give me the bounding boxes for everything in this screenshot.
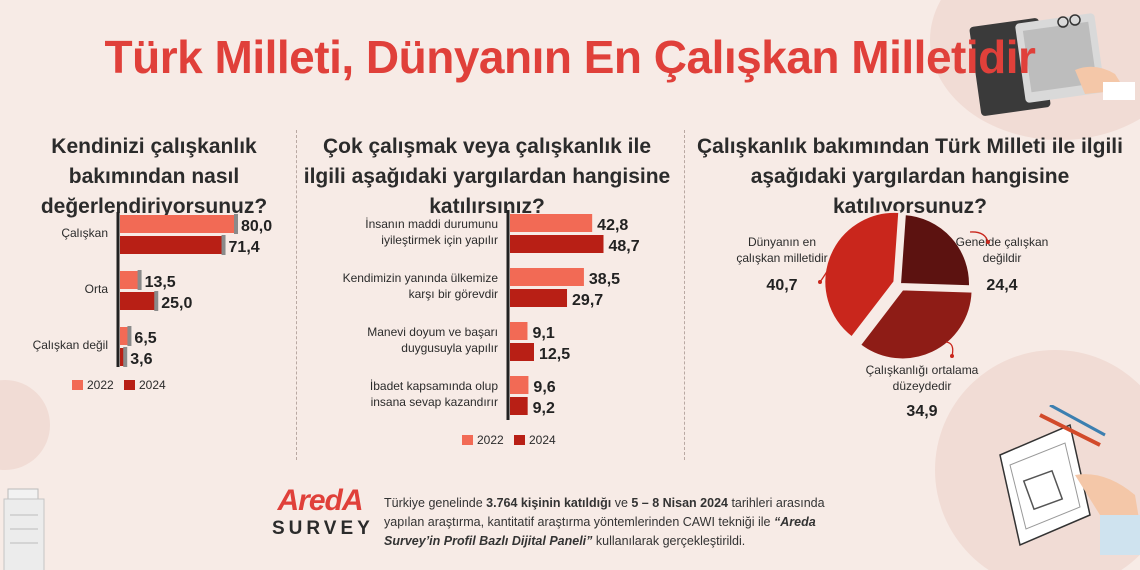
data-label: 71,4 [229,239,260,256]
category-label: insana sevap kazandırır [371,395,498,409]
bar-2024 [510,343,534,361]
pie-slice [898,213,971,288]
pie-slice-value: 34,9 [906,403,937,420]
category-label: duygusuyla yapılır [401,341,498,355]
category-label: Kendimizin yanında ülkemize [343,271,499,285]
data-label: 9,2 [533,400,555,417]
bar-end-cap [234,214,238,234]
printer-illustration-icon [3,488,45,570]
pie-slice-label: Dünyanın en [748,235,816,249]
bar-end-cap [123,347,128,367]
legend-swatch-2022 [462,435,473,445]
data-label: 12,5 [539,346,570,363]
category-label: Çalışkan [61,226,108,240]
legend-label-2024: 2024 [529,433,556,447]
data-label: 80,0 [241,218,272,235]
logo-wordmark: AredA [277,484,363,517]
areda-survey-logo: AredA SURVEY [272,484,374,548]
category-label: karşı bir görevdir [409,287,498,301]
bar-2022 [510,268,584,286]
footer-panel-name: “Areda Survey’in Profil Bazlı Dijital Pa… [384,515,816,548]
laptop-illustration-icon [969,13,1135,116]
pie-slice-label: Çalışkanlığı ortalama [866,363,979,377]
pie-callout-arrow [819,259,833,283]
footer-text-3: tarihleri arasında yapılan araştırma, ka… [384,496,825,529]
divider-right [684,130,685,460]
category-label: iyileştirmek için yapılır [381,233,498,247]
logo-subtitle: SURVEY [272,518,374,539]
footer-text-4: kullanılarak gerçekleştirildi. [592,534,746,548]
bar-2024 [510,289,568,307]
bar-2024 [510,397,528,415]
data-label: 29,7 [572,292,603,309]
footer-participant-count: 3.764 kişinin katıldığı [486,496,612,510]
bar-2024 [120,236,224,254]
pie-slice-label: Genelde çalışkan [956,235,1049,249]
bar-2022 [120,215,236,233]
pie-slice-label: çalışkan milletidir [736,251,827,265]
bar-2022 [510,322,528,340]
data-label: 9,1 [532,325,554,342]
bar-2024 [120,292,157,310]
legend-label-2024: 2024 [139,378,166,392]
footer-date-range: 5 – 8 Nisan 2024 [631,496,728,510]
category-label: İbadet kapsamında olup [370,379,498,393]
chart2-bar-chart: İnsanın maddi durumunu iyileştirmek için … [343,210,640,447]
data-label: 3,6 [130,351,152,368]
legend-label-2022: 2022 [87,378,114,392]
data-label: 25,0 [161,295,192,312]
divider-left [296,130,297,460]
bar-2022 [120,327,130,345]
bar-end-cap [137,270,142,290]
footer-text-2: ve [611,496,632,510]
bar-2022 [510,376,529,394]
chart3-pie-chart: Genelde çalışkan değildir 24,4 Çalışkanlığı… [736,210,1049,420]
bar-end-cap [127,326,132,346]
legend-swatch-2024 [514,435,525,445]
footer-methodology-text: Türkiye genelinde 3.764 kişinin katıldığ… [384,494,834,551]
pie-slice [858,288,974,361]
legend-swatch-2022 [72,380,83,390]
bar-2024 [120,348,126,366]
legend-label-2022: 2022 [477,433,504,447]
pie-slice-label: düzeydedir [893,379,952,393]
pie-callout-dot [818,280,822,284]
category-label: Orta [85,282,109,296]
bar-2022 [510,214,593,232]
bar-end-cap [221,235,226,255]
bar-2024 [510,235,604,253]
chart1-title: Kendinizi çalışkanlık bakımından nasıl d… [40,135,268,218]
chart1-bar-chart: Çalışkan 80,0 71,4 Orta 13,5 25,0 Çalışkan değ… [33,212,272,392]
pie-callout-arrow [945,341,954,357]
footer-text-1: Türkiye genelinde [384,496,487,510]
bar-end-cap [154,291,159,311]
legend-swatch-2024 [124,380,135,390]
chart3-title: Çalışkanlık bakımından Türk Milleti ile … [697,135,1123,218]
bar-2022 [120,271,140,289]
category-label: İnsanın maddi durumunu [365,217,498,231]
page-title: Türk Milleti, Dünyanın En Çalışkan Mille… [104,31,1036,83]
chart2-title: Çok çalışmak veya çalışkanlık ile ilgili… [303,135,671,218]
pie-callout-dot [950,354,954,358]
sketchbook-illustration-icon [999,405,1140,555]
category-label: Çalışkan değil [33,338,108,352]
data-label: 9,6 [533,379,555,396]
data-label: 48,7 [609,238,640,255]
category-label: Manevi doyum ve başarı [367,325,498,339]
pie-slice-value: 40,7 [766,277,797,294]
data-label: 38,5 [589,271,620,288]
pie-callout-dot [986,240,990,244]
data-label: 6,5 [134,330,156,347]
pie-slice-label: değildir [983,251,1022,265]
pie-slice-value: 24,4 [986,277,1017,294]
pie-slice [823,210,901,339]
data-label: 42,8 [597,217,628,234]
data-label: 13,5 [145,274,176,291]
